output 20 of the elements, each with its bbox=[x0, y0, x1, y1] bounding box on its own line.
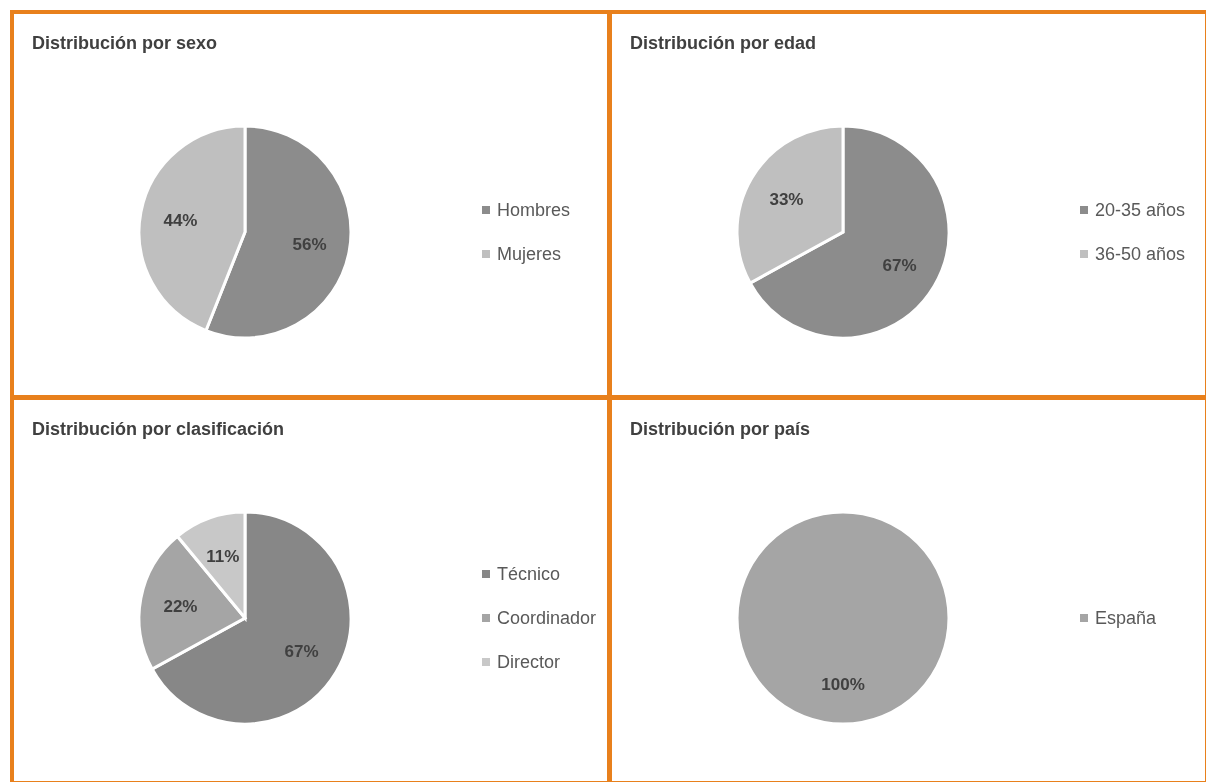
legend-label: España bbox=[1095, 608, 1158, 629]
legend-label: Hombres bbox=[497, 200, 571, 221]
data-label: 22% bbox=[163, 596, 198, 616]
legend-label: Coordinador bbox=[497, 608, 597, 629]
data-label: 11% bbox=[206, 547, 240, 567]
legend-label: 36-50 años bbox=[1095, 244, 1186, 265]
data-label: 100% bbox=[821, 674, 865, 694]
data-label: 67% bbox=[284, 642, 319, 662]
chart-title: Distribución por clasificación bbox=[32, 419, 285, 439]
data-label: 33% bbox=[769, 189, 804, 209]
data-label: 56% bbox=[292, 235, 327, 255]
data-label: 44% bbox=[163, 210, 198, 230]
legend-label: Mujeres bbox=[497, 244, 562, 265]
chart-title: Distribución por sexo bbox=[32, 33, 218, 53]
legend-label: Técnico bbox=[497, 564, 561, 585]
chart-title: Distribución por país bbox=[630, 419, 811, 439]
legend-label: 20-35 años bbox=[1095, 200, 1186, 221]
chart-title: Distribución por edad bbox=[630, 33, 817, 53]
data-label: 67% bbox=[882, 256, 917, 276]
legend-label: Director bbox=[497, 652, 561, 673]
